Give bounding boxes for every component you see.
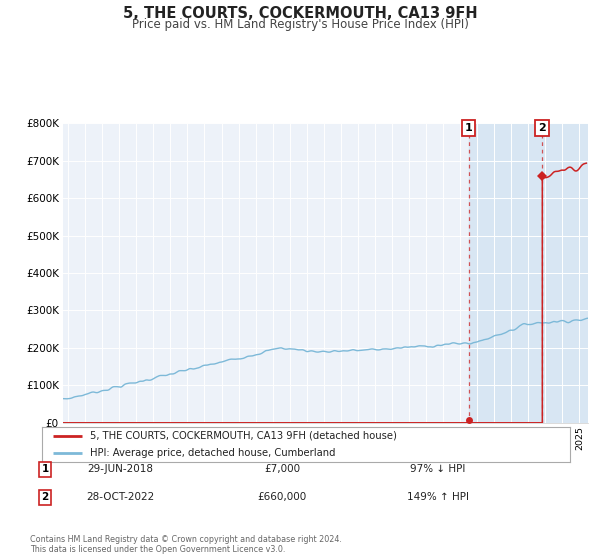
Text: 1: 1 (464, 123, 472, 133)
Bar (469, 123, 588, 423)
Text: £660,000: £660,000 (257, 492, 307, 502)
Text: £7,000: £7,000 (264, 464, 300, 474)
Text: 149% ↑ HPI: 149% ↑ HPI (407, 492, 469, 502)
Text: 2: 2 (41, 492, 49, 502)
Text: Price paid vs. HM Land Registry's House Price Index (HPI): Price paid vs. HM Land Registry's House … (131, 18, 469, 31)
Text: 5, THE COURTS, COCKERMOUTH, CA13 9FH: 5, THE COURTS, COCKERMOUTH, CA13 9FH (122, 6, 478, 21)
Text: 28-OCT-2022: 28-OCT-2022 (86, 492, 154, 502)
Text: This data is licensed under the Open Government Licence v3.0.: This data is licensed under the Open Gov… (30, 545, 286, 554)
Text: 2: 2 (538, 123, 546, 133)
Text: 97% ↓ HPI: 97% ↓ HPI (410, 464, 466, 474)
Text: HPI: Average price, detached house, Cumberland: HPI: Average price, detached house, Cumb… (89, 449, 335, 458)
Text: 5, THE COURTS, COCKERMOUTH, CA13 9FH (detached house): 5, THE COURTS, COCKERMOUTH, CA13 9FH (de… (89, 431, 397, 441)
Text: Contains HM Land Registry data © Crown copyright and database right 2024.: Contains HM Land Registry data © Crown c… (30, 535, 342, 544)
Text: 29-JUN-2018: 29-JUN-2018 (87, 464, 153, 474)
Text: 1: 1 (41, 464, 49, 474)
